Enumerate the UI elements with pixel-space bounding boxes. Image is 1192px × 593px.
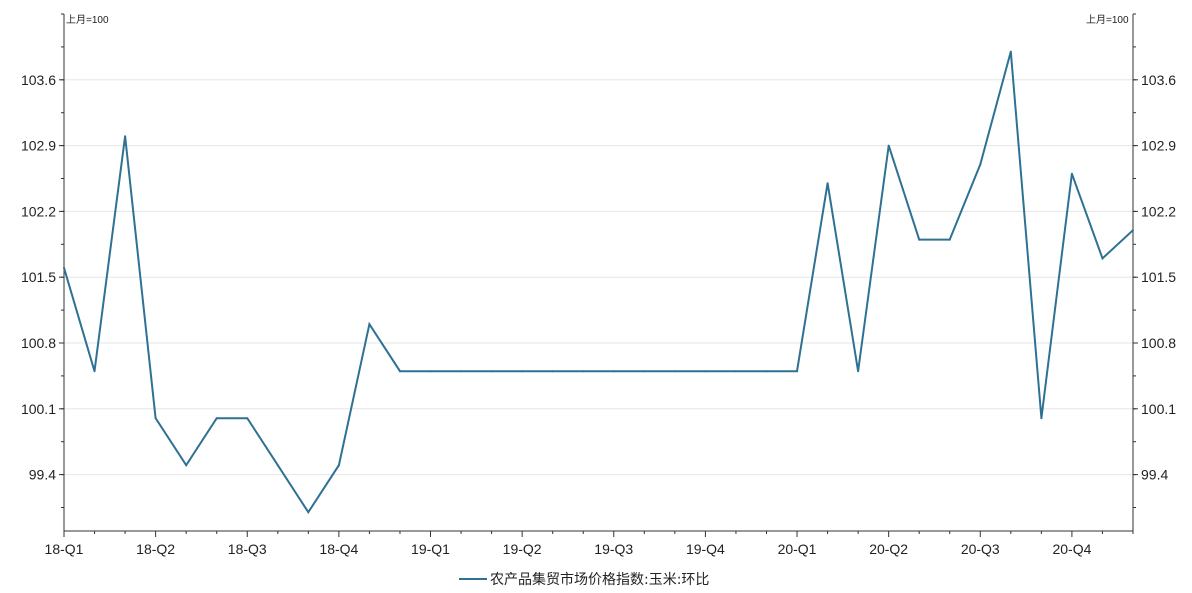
data-point — [93, 370, 96, 373]
data-point — [1101, 257, 1104, 260]
y-tick-label-left: 100.8 — [21, 335, 56, 351]
data-point — [490, 370, 493, 373]
x-tick-label: 18-Q3 — [228, 541, 267, 557]
data-point — [765, 370, 768, 373]
data-point — [337, 464, 340, 467]
data-point — [826, 182, 829, 185]
data-point — [1009, 50, 1012, 53]
data-point — [796, 370, 799, 373]
data-point — [582, 370, 585, 373]
gridlines — [64, 79, 1133, 476]
x-tick-label: 19-Q2 — [503, 541, 542, 557]
data-point — [612, 370, 615, 373]
data-point — [1132, 229, 1134, 232]
data-point — [63, 266, 65, 269]
y-tick-label-left: 101.5 — [21, 269, 56, 285]
x-tick-label: 20-Q3 — [961, 541, 1000, 557]
y-tick-label-right: 102.9 — [1141, 138, 1176, 154]
y-tick-label-right: 101.5 — [1141, 269, 1176, 285]
data-point — [429, 370, 432, 373]
legend-label: 农产品集贸市场价格指数:玉米:环比 — [490, 571, 709, 588]
data-point — [979, 163, 982, 166]
data-point — [887, 144, 890, 147]
x-tick-label: 20-Q2 — [869, 541, 908, 557]
data-point — [1040, 417, 1043, 420]
series-line — [63, 51, 1134, 515]
y-axis-unit-left: 上月=100 — [66, 14, 109, 26]
x-tick-label: 18-Q4 — [319, 541, 358, 557]
y-tick-label-left: 99.4 — [29, 467, 56, 483]
y-tick-label-left: 102.2 — [21, 203, 56, 219]
y-axis-unit-right: 上月=100 — [1086, 14, 1129, 26]
y-tick-label-left: 103.6 — [21, 72, 56, 88]
y-tick-label-right: 103.6 — [1141, 72, 1176, 88]
data-point — [521, 370, 524, 373]
data-point — [154, 417, 157, 420]
data-point — [215, 417, 218, 420]
data-point — [246, 417, 249, 420]
data-point — [643, 370, 646, 373]
data-point — [857, 370, 860, 373]
y-tick-label-left: 100.1 — [21, 401, 56, 417]
x-tick-label: 19-Q4 — [686, 541, 725, 557]
data-point — [398, 370, 401, 373]
x-tick-label: 19-Q1 — [411, 541, 450, 557]
data-point — [704, 370, 707, 373]
y-tick-label-right: 100.1 — [1141, 401, 1176, 417]
legend: 农产品集贸市场价格指数:玉米:环比 — [459, 571, 709, 588]
y-tick-label-right: 100.8 — [1141, 335, 1176, 351]
data-point — [734, 370, 737, 373]
y-tick-label-right: 102.2 — [1141, 203, 1176, 219]
data-point — [124, 135, 127, 138]
x-tick-label: 20-Q4 — [1052, 541, 1091, 557]
x-tick-label: 18-Q1 — [45, 541, 84, 557]
series-lines — [63, 50, 1134, 515]
data-point — [673, 370, 676, 373]
data-point — [918, 238, 921, 241]
data-point — [948, 238, 951, 241]
y-tick-label-left: 102.9 — [21, 138, 56, 154]
y-tick-label-right: 99.4 — [1141, 467, 1168, 483]
x-tick-label: 18-Q2 — [136, 541, 175, 557]
data-point — [460, 370, 463, 373]
data-point — [551, 370, 554, 373]
data-point — [276, 464, 279, 467]
data-point — [1070, 172, 1073, 175]
data-point — [307, 511, 310, 514]
data-point — [185, 464, 188, 467]
x-tick-label: 20-Q1 — [778, 541, 817, 557]
data-point — [368, 323, 371, 326]
x-tick-label: 19-Q3 — [594, 541, 633, 557]
axes: 99.4 99.4 100.1 100.1 100.8 100.8 101.5 101.5 10… — [21, 13, 1176, 557]
